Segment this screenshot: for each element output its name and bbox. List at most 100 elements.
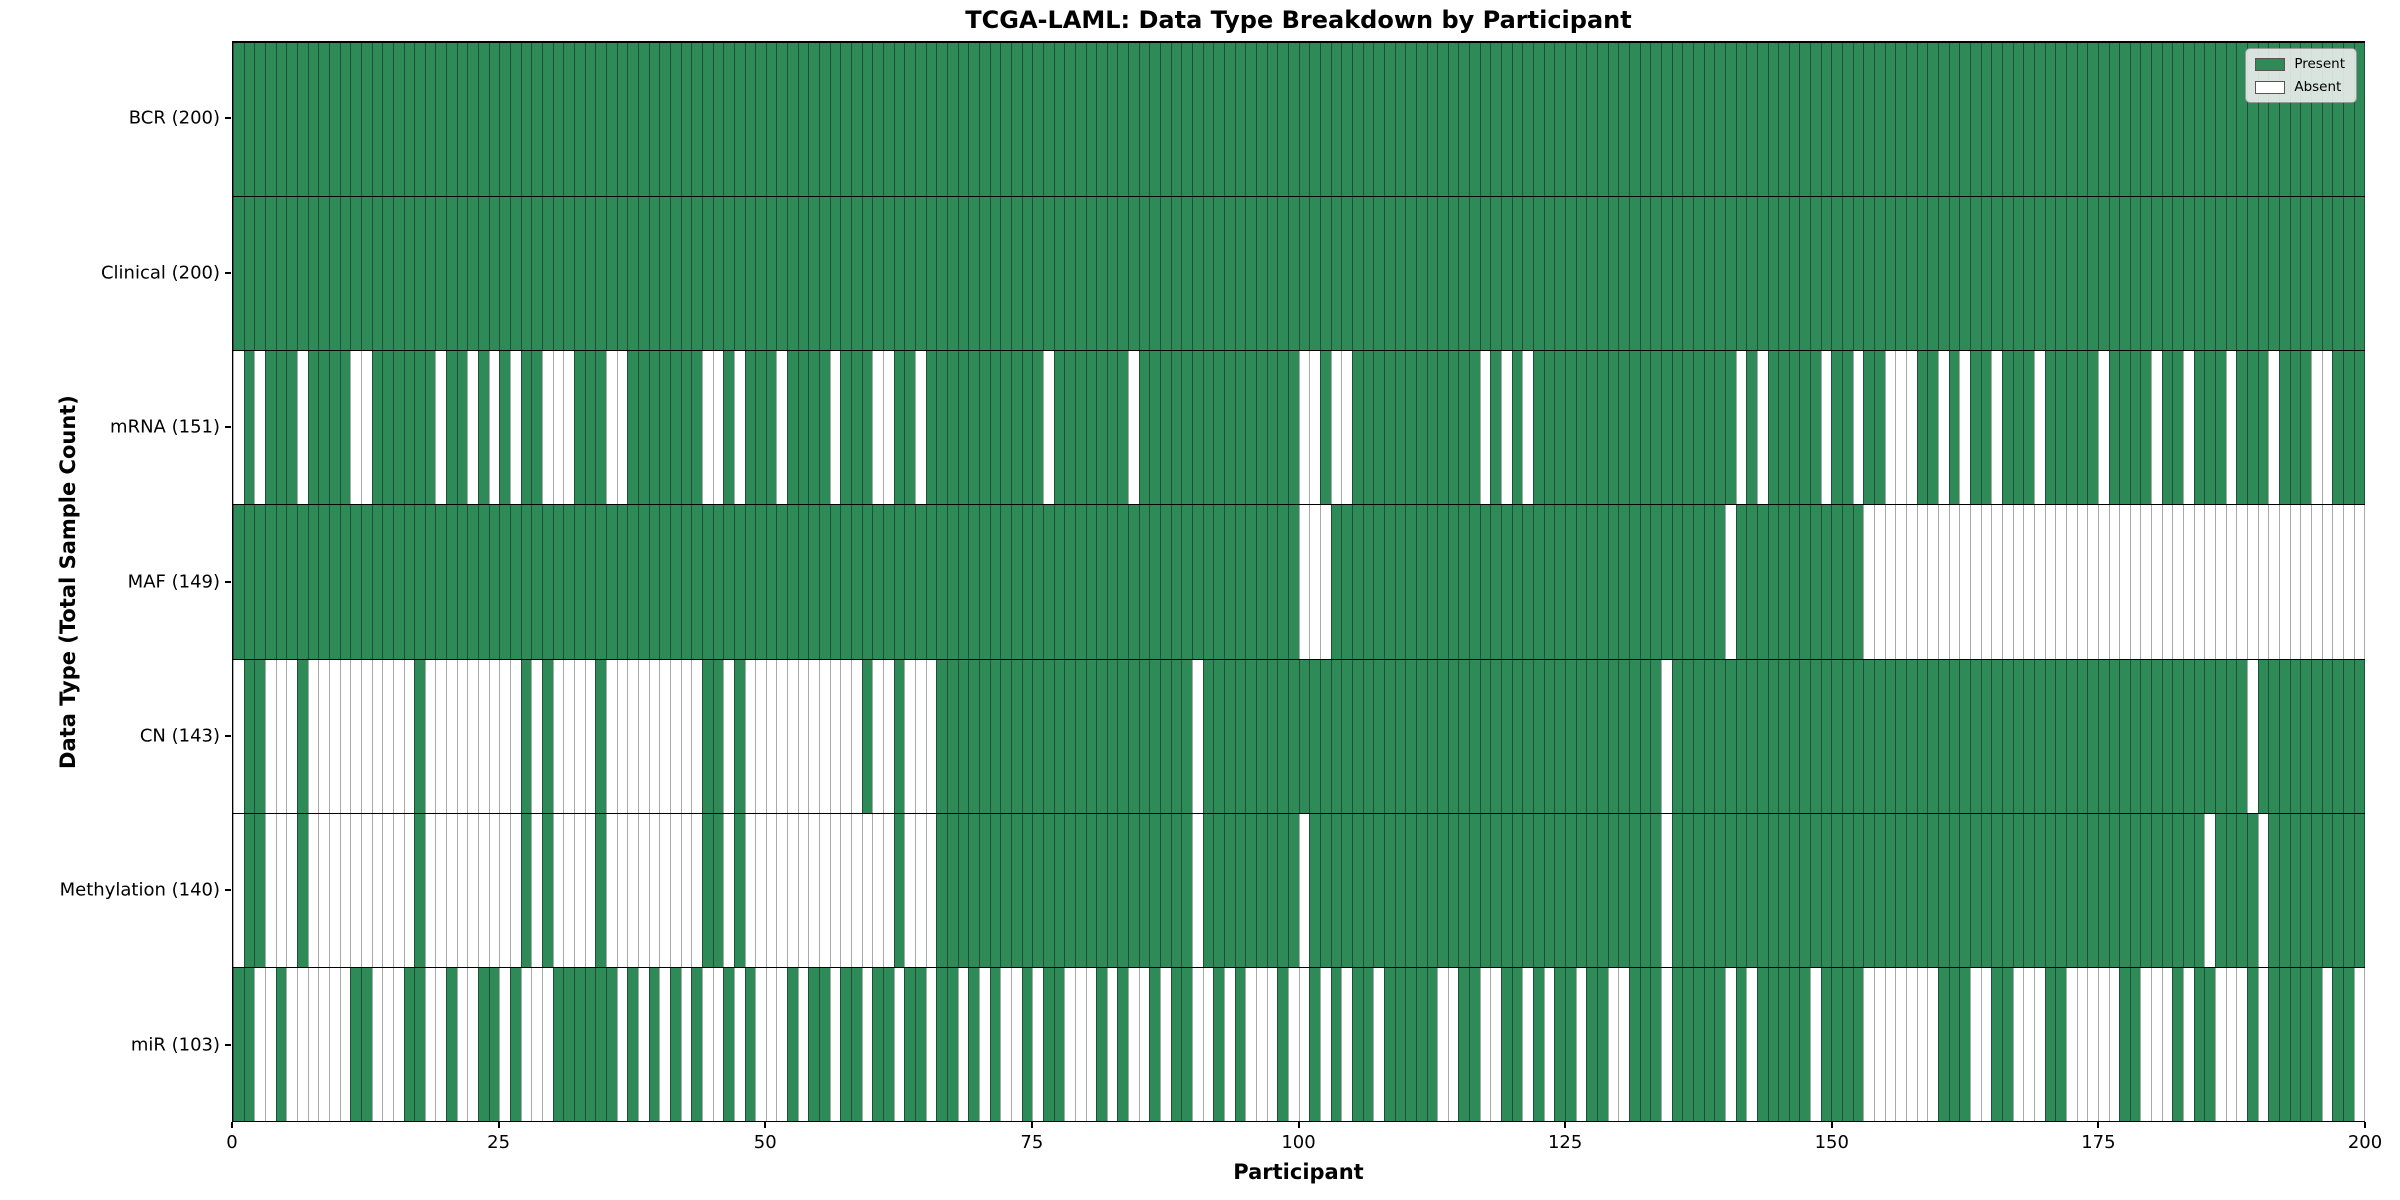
heatmap-cell — [1074, 505, 1086, 659]
heatmap-cell — [712, 197, 724, 351]
heatmap-cell — [605, 351, 617, 505]
heatmap-cell — [2257, 197, 2269, 351]
heatmap-cell — [1916, 505, 1928, 659]
heatmap-cell — [1533, 813, 1544, 967]
heatmap-cell — [1319, 197, 1331, 351]
heatmap-cell — [1234, 659, 1246, 813]
heatmap-cell — [723, 967, 734, 1121]
heatmap-cell — [1991, 505, 2002, 659]
heatmap-cell — [286, 43, 297, 197]
heatmap-cell — [2033, 967, 2045, 1121]
heatmap-cell — [2119, 967, 2130, 1121]
heatmap-cell — [1906, 813, 1917, 967]
heatmap-cell — [936, 813, 947, 967]
heatmap-cell — [510, 813, 521, 967]
heatmap-row-Clinical — [233, 196, 2366, 351]
heatmap-cell — [1490, 505, 1502, 659]
heatmap-cell — [1341, 967, 1352, 1121]
heatmap-cell — [1767, 659, 1779, 813]
heatmap-cell — [1874, 659, 1885, 813]
heatmap-cell — [1714, 43, 1725, 197]
heatmap-cell — [2279, 351, 2290, 505]
heatmap-cell — [1895, 813, 1907, 967]
heatmap-cell — [307, 659, 319, 813]
heatmap-cell — [1671, 967, 1683, 1121]
heatmap-cell — [1501, 351, 1512, 505]
heatmap-cell — [797, 351, 809, 505]
heatmap-cell — [2193, 505, 2205, 659]
heatmap-cell — [1224, 43, 1235, 197]
y-tick-label-MAF: MAF (149) — [127, 571, 220, 592]
heatmap-cell — [2268, 813, 2279, 967]
heatmap-cell — [1938, 659, 1949, 813]
heatmap-cell — [1831, 967, 1843, 1121]
heatmap-cell — [2161, 351, 2173, 505]
heatmap-cell — [691, 351, 702, 505]
heatmap-cell — [1628, 43, 1640, 197]
heatmap-cell — [1692, 813, 1704, 967]
heatmap-cell — [883, 659, 894, 813]
heatmap-cell — [701, 351, 713, 505]
heatmap-cell — [2321, 659, 2333, 813]
heatmap-cell — [1096, 813, 1107, 967]
heatmap-cell — [456, 351, 468, 505]
heatmap-cell — [1884, 43, 1896, 197]
heatmap-cell — [659, 351, 670, 505]
heatmap-cell — [1916, 351, 1928, 505]
heatmap-cell — [797, 43, 809, 197]
heatmap-cell — [1660, 505, 1672, 659]
heatmap-cell — [233, 813, 244, 967]
heatmap-cell — [542, 813, 553, 967]
heatmap-cell — [1074, 43, 1086, 197]
heatmap-cell — [1426, 813, 1438, 967]
heatmap-cell — [1469, 659, 1480, 813]
heatmap-cell — [978, 43, 990, 197]
x-tick-mark — [2364, 1122, 2366, 1128]
heatmap-cell — [1682, 505, 1693, 659]
heatmap-cell — [1213, 197, 1225, 351]
heatmap-cell — [2172, 659, 2184, 813]
heatmap-cell — [1330, 505, 1342, 659]
heatmap-cell — [2065, 813, 2077, 967]
heatmap-cell — [872, 659, 884, 813]
heatmap-cell — [627, 43, 638, 197]
heatmap-cell — [1479, 197, 1491, 351]
heatmap-cell — [584, 967, 596, 1121]
heatmap-cell — [1128, 351, 1139, 505]
heatmap-cell — [1927, 197, 1938, 351]
legend-present-label: Present — [2294, 56, 2345, 72]
heatmap-cell — [1298, 351, 1310, 505]
heatmap-cell — [1256, 813, 1267, 967]
heatmap-cell — [382, 197, 393, 351]
heatmap-cell — [467, 813, 479, 967]
heatmap-cell — [2236, 967, 2248, 1121]
heatmap-cell — [2247, 967, 2258, 1121]
heatmap-cell — [1341, 351, 1352, 505]
heatmap-cell — [1735, 813, 1747, 967]
heatmap-cell — [1810, 351, 1821, 505]
heatmap-cell — [1394, 813, 1406, 967]
heatmap-cell — [1351, 197, 1363, 351]
heatmap-cell — [893, 351, 905, 505]
heatmap-cell — [467, 659, 479, 813]
heatmap-cell — [691, 813, 702, 967]
heatmap-cell — [424, 505, 436, 659]
heatmap-cell — [1192, 967, 1203, 1121]
heatmap-cell — [2215, 505, 2226, 659]
heatmap-cell — [1842, 813, 1853, 967]
heatmap-cell — [2310, 659, 2322, 813]
heatmap-cell — [414, 197, 425, 351]
heatmap-cell — [1096, 967, 1107, 1121]
heatmap-cell — [1437, 505, 1448, 659]
heatmap-cell — [1607, 813, 1619, 967]
heatmap-cell — [1511, 967, 1523, 1121]
heatmap-cell — [563, 43, 574, 197]
heatmap-cell — [1032, 351, 1043, 505]
heatmap-cell — [1373, 967, 1384, 1121]
heatmap-cell — [1106, 505, 1118, 659]
heatmap-cell — [2097, 659, 2109, 813]
heatmap-cell — [2097, 813, 2109, 967]
heatmap-cell — [1458, 197, 1470, 351]
heatmap-cell — [414, 351, 425, 505]
heatmap-cell — [776, 659, 788, 813]
